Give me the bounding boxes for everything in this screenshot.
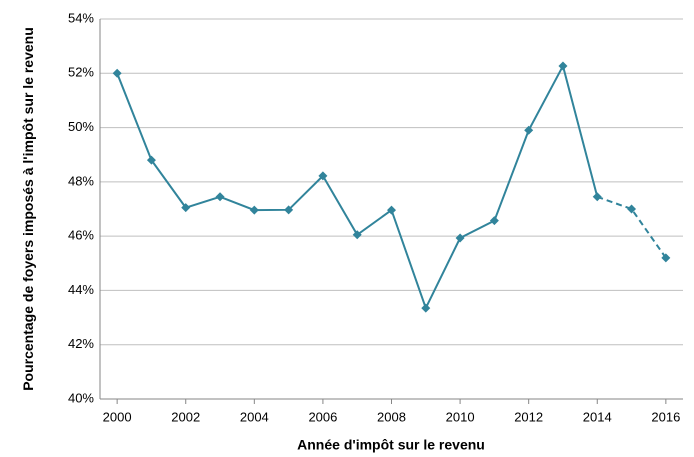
x-tick-label: 2004 bbox=[240, 409, 269, 424]
x-tick-label: 2002 bbox=[171, 409, 200, 424]
x-tick-label: 2006 bbox=[308, 409, 337, 424]
y-tick-label: 40% bbox=[68, 390, 94, 405]
y-tick-label: 44% bbox=[68, 282, 94, 297]
x-tick-label: 2010 bbox=[446, 409, 475, 424]
x-tick-label: 2016 bbox=[651, 409, 680, 424]
y-tick-label: 46% bbox=[68, 228, 94, 243]
y-axis-title: Pourcentage de foyers imposés à l'impôt … bbox=[20, 27, 36, 391]
y-tick-label: 52% bbox=[68, 65, 94, 80]
x-axis-title: Année d'impôt sur le revenu bbox=[297, 437, 485, 453]
x-tick-label: 2012 bbox=[514, 409, 543, 424]
marker bbox=[661, 253, 671, 263]
marker bbox=[284, 205, 294, 215]
line-dashed bbox=[596, 195, 667, 259]
marker bbox=[215, 192, 225, 202]
marker bbox=[489, 216, 499, 226]
marker bbox=[592, 192, 602, 202]
marker bbox=[421, 303, 431, 313]
x-tick-label: 2000 bbox=[103, 409, 132, 424]
marker bbox=[558, 61, 568, 71]
x-tick-label: 2008 bbox=[377, 409, 406, 424]
marker bbox=[524, 125, 534, 135]
marker bbox=[249, 205, 259, 215]
marker bbox=[146, 155, 156, 165]
y-tick-label: 48% bbox=[68, 173, 94, 188]
line bbox=[116, 63, 599, 311]
marker bbox=[318, 171, 328, 181]
x-tick-label: 2014 bbox=[583, 409, 612, 424]
marker bbox=[455, 233, 465, 243]
marker bbox=[387, 205, 396, 215]
marker bbox=[181, 203, 191, 213]
y-tick-label: 54% bbox=[68, 10, 94, 25]
marker bbox=[352, 230, 362, 240]
marker bbox=[627, 204, 637, 214]
marker bbox=[112, 68, 122, 78]
y-tick-label: 42% bbox=[68, 336, 94, 351]
y-tick-label: 50% bbox=[68, 119, 94, 134]
